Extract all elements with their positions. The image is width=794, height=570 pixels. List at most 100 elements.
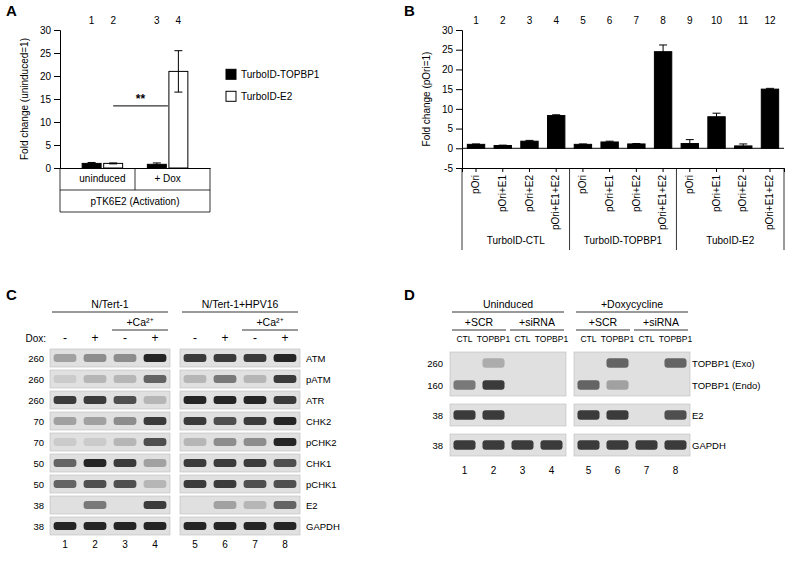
error-bar — [766, 88, 774, 90]
lane-number: 1 — [462, 465, 468, 476]
lane-mark: - — [253, 331, 257, 345]
group-separator — [462, 168, 463, 250]
lane-number: 6 — [222, 539, 228, 550]
blot-background — [180, 391, 300, 409]
error-bar — [109, 162, 117, 164]
band — [274, 354, 297, 362]
tick-label: 10 — [442, 104, 454, 115]
band — [274, 501, 297, 509]
table-line — [60, 212, 210, 213]
protein-label: GAPDH — [306, 521, 340, 532]
x-tick: pOri+E1 — [604, 168, 615, 212]
blot-background — [50, 349, 170, 367]
tick-label: pOri+E2 — [631, 175, 642, 212]
y-axis-tick: 5 — [45, 140, 60, 151]
panel-letter: A — [6, 2, 17, 19]
x-axis: uninduced+ Dox — [61, 168, 211, 184]
bar-number: 10 — [711, 15, 723, 26]
band — [214, 459, 237, 467]
tick-label: 25 — [40, 48, 52, 59]
tick-mark — [54, 145, 60, 146]
group-separator — [569, 168, 570, 250]
plot-area — [82, 51, 188, 168]
y-axis-tick: 5 — [447, 123, 462, 134]
size-marker: 260 — [28, 374, 44, 385]
tick-mark — [456, 30, 462, 31]
error-bar — [153, 163, 161, 166]
blot-background — [574, 434, 690, 456]
tick-label: 20 — [40, 71, 52, 82]
band — [114, 459, 137, 467]
y-axis-line — [456, 31, 463, 169]
plot-area — [462, 45, 784, 148]
band — [482, 380, 504, 390]
tick-mark — [456, 50, 462, 51]
bar-number: 5 — [580, 15, 586, 26]
band — [511, 440, 533, 450]
bar-number: 9 — [687, 15, 693, 26]
group-label: TuboID-E2 — [706, 235, 754, 246]
lane-mark: + — [91, 331, 98, 345]
y-axis-tick: 20 — [442, 64, 462, 75]
bar — [601, 142, 618, 148]
band — [54, 480, 77, 488]
band — [144, 396, 167, 404]
y-axis: 051015202530 — [40, 25, 61, 174]
size-marker: 70 — [33, 416, 44, 427]
band — [244, 459, 267, 467]
x-tick: pOri+E1+E2 — [657, 168, 668, 230]
size-marker: 38 — [432, 440, 443, 451]
band — [54, 354, 77, 362]
band — [184, 438, 207, 446]
tick-mark — [609, 168, 610, 172]
lane-mark: + — [151, 331, 158, 345]
legend: TurboID-TOPBP1TurboID-E2 — [226, 69, 320, 102]
tick-label: 15 — [40, 94, 52, 105]
tick-label: pOri+E1+E2 — [764, 175, 775, 230]
protein-label: ATM — [306, 353, 325, 364]
column-subheader: +SCR — [589, 316, 618, 328]
y-axis-tick: 30 — [442, 25, 462, 36]
x-tick: pOri — [577, 168, 588, 194]
band — [453, 410, 475, 420]
band — [84, 501, 107, 509]
lane-label: CTL — [456, 334, 472, 344]
lane-label: CTL — [514, 334, 530, 344]
lane-label: TOPBP1 — [477, 334, 511, 344]
row-title: Dox: — [25, 333, 46, 344]
size-marker: 38 — [33, 500, 44, 511]
band — [482, 358, 504, 368]
band — [54, 396, 77, 404]
blot-background — [50, 496, 170, 514]
tick-label: pOri — [577, 175, 588, 194]
tick-mark — [769, 168, 770, 172]
tick-mark — [54, 99, 60, 100]
y-axis-tick: 20 — [40, 71, 60, 82]
lane-number: 8 — [282, 539, 288, 550]
y-axis-tick: 25 — [442, 44, 462, 55]
y-axis-line — [54, 31, 61, 169]
error-bar — [499, 145, 507, 147]
band — [511, 410, 533, 420]
band — [144, 375, 167, 383]
band — [244, 438, 267, 446]
band — [274, 459, 297, 467]
tick-mark — [456, 148, 462, 149]
band — [664, 358, 686, 368]
lane-label: TOPBP1 — [535, 334, 569, 344]
tick-mark — [529, 168, 530, 172]
blot-background — [50, 370, 170, 388]
tick-mark — [456, 168, 462, 169]
size-marker: 260 — [28, 353, 44, 364]
band — [184, 501, 207, 509]
lane-label: TOPBP1 — [659, 334, 693, 344]
column-subheader: +SCR — [465, 316, 494, 328]
tick-mark — [689, 168, 690, 172]
bar-number: 2 — [500, 15, 506, 26]
x-axis-line — [61, 168, 211, 169]
x-tick: + Dox — [154, 168, 180, 184]
header-rule — [52, 312, 168, 313]
band — [606, 380, 628, 390]
bar — [548, 116, 565, 149]
band — [144, 522, 167, 530]
